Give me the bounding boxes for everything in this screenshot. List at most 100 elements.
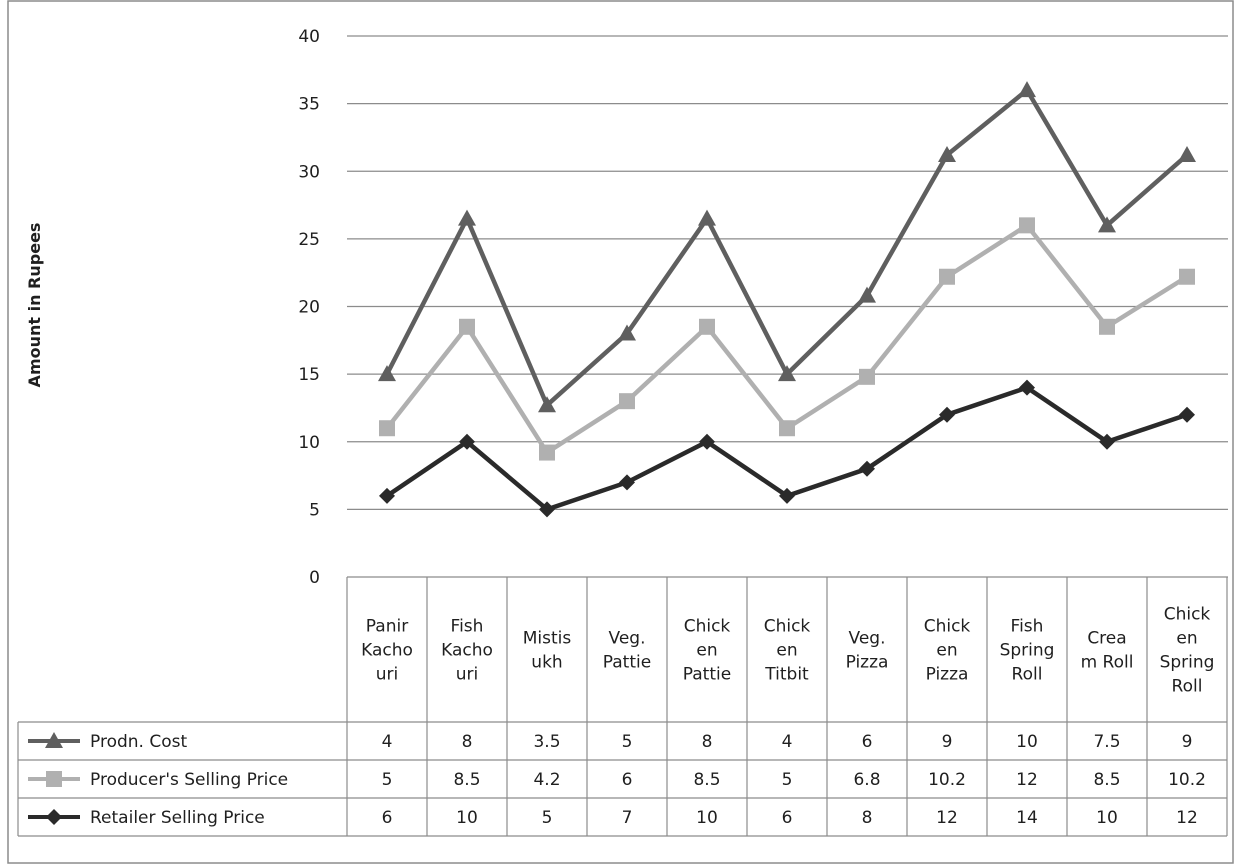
category-label-0: Panir Kacho uri <box>361 617 413 685</box>
series-1-point-1 <box>459 318 475 335</box>
series-1-point-8 <box>1019 217 1035 234</box>
category-label-1: Fish Kacho uri <box>441 617 493 685</box>
table-value-2-8: 14 <box>1016 808 1038 828</box>
y-tick-labels: 0 5 10 15 20 25 30 35 40 <box>298 27 320 588</box>
series-0-point-4 <box>698 209 716 226</box>
table-value-1-1: 8.5 <box>453 770 480 790</box>
series-layer <box>378 81 1196 518</box>
category-label-8: Fish Spring Roll <box>1000 617 1055 685</box>
table-value-0-8: 10 <box>1016 732 1038 752</box>
table-value-1-5: 5 <box>782 770 793 790</box>
data-table: Panir Kacho uri Fish Kacho uri Mistis ukh Veg. Pa… <box>17 577 1228 837</box>
chart-frame <box>7 0 1234 864</box>
series-0-point-3 <box>618 324 636 341</box>
table-value-0-10: 9 <box>1182 732 1193 752</box>
series-0-point-0 <box>378 365 396 382</box>
category-label-7: Chick en Pizza <box>924 617 971 685</box>
table-value-0-1: 8 <box>462 732 473 752</box>
y-tick-label-20: 20 <box>298 298 320 318</box>
category-label-3: Veg. Pattie <box>603 629 651 673</box>
series-line-0 <box>384 86 1189 410</box>
category-label-10: Chick en Spring Roll <box>1160 605 1215 697</box>
y-tick-label-15: 15 <box>298 365 320 385</box>
table-value-1-4: 8.5 <box>693 770 720 790</box>
series-1-point-2 <box>539 444 555 461</box>
table-value-0-7: 9 <box>942 732 953 752</box>
series-0-point-5 <box>778 365 796 382</box>
table-value-2-7: 12 <box>936 808 958 828</box>
y-tick-label-30: 30 <box>298 162 320 182</box>
series-2-point-1 <box>459 433 475 450</box>
table-value-0-5: 4 <box>782 732 793 752</box>
table-value-2-9: 10 <box>1096 808 1118 828</box>
category-label-2: Mistis ukh <box>523 629 572 673</box>
table-value-0-3: 5 <box>622 732 633 752</box>
table-value-0-6: 6 <box>862 732 873 752</box>
table-value-2-3: 7 <box>622 808 633 828</box>
table-value-0-2: 3.5 <box>533 732 560 752</box>
series-2-point-8 <box>1019 379 1035 396</box>
y-tick-label-5: 5 <box>309 500 320 520</box>
series-2-point-5 <box>779 487 795 504</box>
table-value-0-0: 4 <box>382 732 393 752</box>
series-1-point-0 <box>379 420 395 437</box>
table-value-2-6: 8 <box>862 808 873 828</box>
series-0-point-9 <box>1098 216 1116 233</box>
series-name-2: Retailer Selling Price <box>90 808 265 828</box>
category-label-5: Chick en Titbit <box>764 617 811 685</box>
table-value-1-6: 6.8 <box>853 770 880 790</box>
y-axis-label: Amount in Rupees <box>25 223 44 388</box>
series-0-point-2 <box>538 396 556 413</box>
series-1-point-9 <box>1099 318 1115 335</box>
table-value-2-0: 6 <box>382 808 393 828</box>
y-tick-label-35: 35 <box>298 95 320 115</box>
legend-marker-0 <box>45 732 63 748</box>
series-1-point-10 <box>1179 268 1195 285</box>
series-2-point-4 <box>699 433 715 450</box>
series-line-1 <box>385 222 1189 456</box>
table-value-1-7: 10.2 <box>928 770 966 790</box>
table-value-2-10: 12 <box>1176 808 1198 828</box>
series-2-point-9 <box>1099 433 1115 450</box>
y-tick-label-0: 0 <box>309 568 320 588</box>
y-tick-label-25: 25 <box>298 230 320 250</box>
table-value-0-4: 8 <box>702 732 713 752</box>
table-value-2-5: 6 <box>782 808 793 828</box>
legend-marker-1 <box>46 771 62 787</box>
series-2-point-3 <box>619 474 635 491</box>
series-1-point-3 <box>619 393 635 410</box>
series-0-point-6 <box>858 286 876 303</box>
series-0-point-7 <box>938 146 956 163</box>
table-value-1-8: 12 <box>1016 770 1038 790</box>
series-2-point-7 <box>939 406 955 423</box>
legend-marker-2 <box>46 809 62 825</box>
table-value-1-9: 8.5 <box>1093 770 1120 790</box>
table-value-0-9: 7.5 <box>1093 732 1120 752</box>
series-1-point-5 <box>779 420 795 437</box>
series-1-point-7 <box>939 268 955 285</box>
grid-layer <box>347 35 1228 578</box>
table-value-1-10: 10.2 <box>1168 770 1206 790</box>
category-label-6: Veg. Pizza <box>846 629 889 673</box>
table-value-1-0: 5 <box>382 770 393 790</box>
table-value-2-2: 5 <box>542 808 553 828</box>
table-value-1-3: 6 <box>622 770 633 790</box>
series-0-point-8 <box>1018 81 1036 98</box>
y-tick-label-40: 40 <box>298 27 320 47</box>
series-0-point-1 <box>458 209 476 226</box>
series-1-point-6 <box>859 368 875 385</box>
table-value-2-4: 10 <box>696 808 718 828</box>
series-0-point-10 <box>1178 146 1196 163</box>
series-name-0: Prodn. Cost <box>90 732 187 752</box>
series-name-1: Producer's Selling Price <box>90 770 288 790</box>
series-2-point-10 <box>1179 406 1195 423</box>
series-2-point-0 <box>379 487 395 504</box>
category-label-4: Chick en Pattie <box>683 617 731 685</box>
category-label-9: Crea m Roll <box>1081 629 1134 673</box>
series-2-point-2 <box>539 501 555 518</box>
series-1-point-4 <box>699 318 715 335</box>
y-tick-label-10: 10 <box>298 433 320 453</box>
table-value-2-1: 10 <box>456 808 478 828</box>
